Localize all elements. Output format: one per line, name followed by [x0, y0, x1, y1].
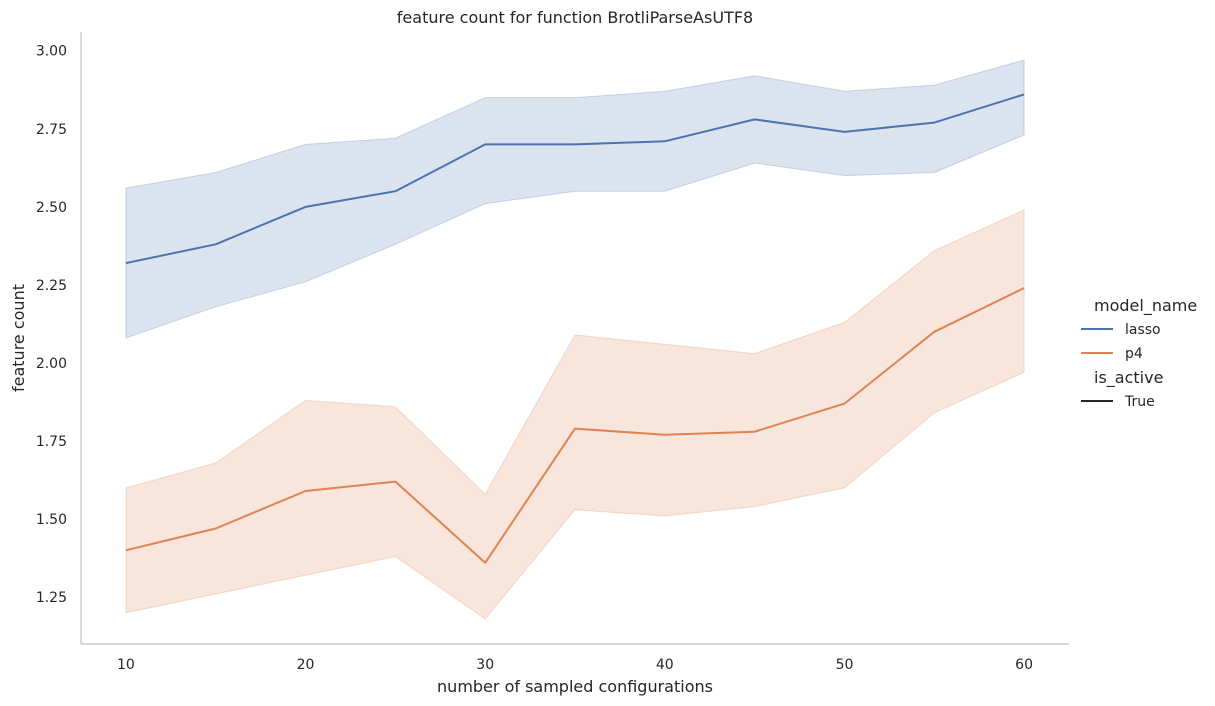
series-lines: [125, 93, 1025, 564]
ci-band-p4: [125, 209, 1025, 620]
legend-hue-items: lasso p4: [1081, 322, 1161, 362]
y-tick-label: 1.50: [36, 512, 67, 528]
confidence-bands: [125, 59, 1025, 620]
y-tick-label: 2.00: [36, 356, 67, 372]
y-tick-label: 3.00: [36, 44, 67, 60]
y-tick-label: 1.25: [36, 590, 67, 606]
x-tick-label: 10: [117, 657, 135, 673]
legend-label-style: True: [1124, 394, 1155, 410]
x-tick-label: 60: [1015, 657, 1033, 673]
legend-hue-title: model_name: [1094, 296, 1197, 316]
chart-title: feature count for function BrotliParseAs…: [397, 8, 753, 27]
series-line-p4: [125, 287, 1025, 564]
x-axis-ticks: 10 20 30 40 50 60: [117, 657, 1033, 673]
y-tick-label: 2.50: [36, 200, 67, 216]
series-line-lasso: [125, 93, 1025, 265]
y-axis-label: feature count: [9, 284, 28, 392]
y-axis-ticks: 1.25 1.50 1.75 2.00 2.25 2.50 2.75 3.00: [36, 44, 67, 607]
x-axis-label: number of sampled configurations: [437, 677, 713, 696]
x-tick-label: 50: [836, 657, 854, 673]
y-tick-label: 2.75: [36, 122, 67, 138]
ci-band-lasso: [125, 59, 1025, 339]
legend-label-lasso: lasso: [1125, 322, 1161, 338]
legend-label-p4: p4: [1125, 346, 1143, 362]
y-tick-label: 1.75: [36, 434, 67, 450]
x-tick-label: 30: [476, 657, 494, 673]
legend-style-title: is_active: [1094, 368, 1163, 388]
x-tick-label: 20: [297, 657, 315, 673]
legend-style-items: True: [1081, 394, 1155, 410]
y-tick-label: 2.25: [36, 278, 67, 294]
x-tick-label: 40: [656, 657, 674, 673]
legend: model_name lasso p4 is_active True: [1081, 296, 1197, 410]
